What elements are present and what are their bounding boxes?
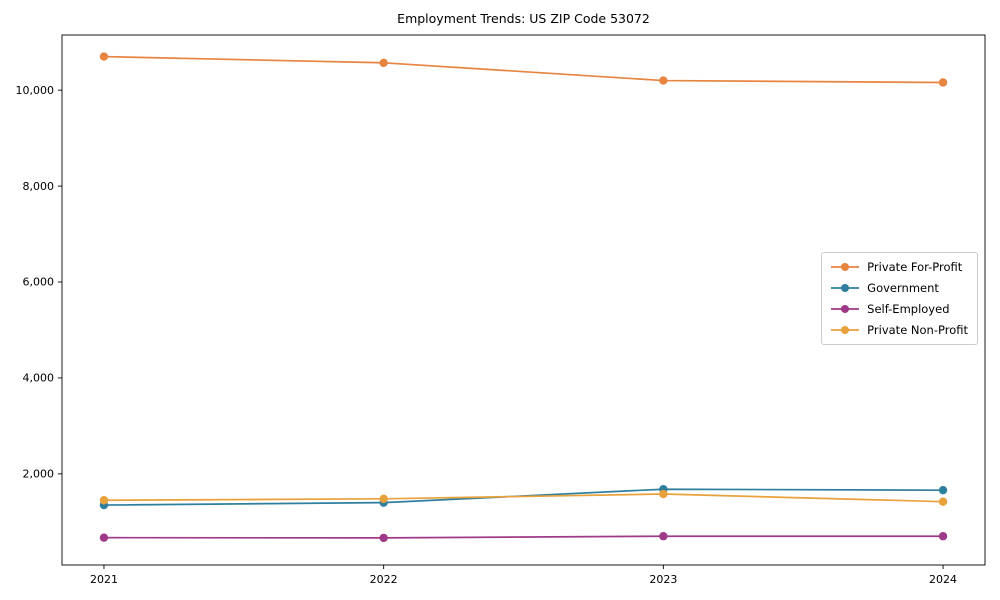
legend: Private For-Profit Government Self-Employe… <box>821 252 978 345</box>
svg-text:6,000: 6,000 <box>23 276 55 289</box>
svg-text:10,000: 10,000 <box>16 84 55 97</box>
svg-text:2,000: 2,000 <box>23 468 55 481</box>
legend-label: Private Non-Profit <box>867 323 968 337</box>
chart-title: Employment Trends: US ZIP Code 53072 <box>397 11 650 26</box>
legend-item: Government <box>830 281 968 295</box>
legend-item: Self-Employed <box>830 302 968 316</box>
legend-item: Private Non-Profit <box>830 323 968 337</box>
legend-line-marker-icon <box>830 303 860 315</box>
svg-text:4,000: 4,000 <box>23 372 55 385</box>
svg-text:2022: 2022 <box>370 573 398 586</box>
svg-text:2021: 2021 <box>90 573 118 586</box>
legend-line-marker-icon <box>830 324 860 336</box>
legend-label: Government <box>867 281 939 295</box>
legend-line-marker-icon <box>830 261 860 273</box>
legend-label: Self-Employed <box>867 302 950 316</box>
svg-text:8,000: 8,000 <box>23 180 55 193</box>
legend-line-marker-icon <box>830 282 860 294</box>
legend-item: Private For-Profit <box>830 260 968 274</box>
svg-text:2024: 2024 <box>929 573 957 586</box>
legend-label: Private For-Profit <box>867 260 963 274</box>
svg-text:2023: 2023 <box>649 573 677 586</box>
